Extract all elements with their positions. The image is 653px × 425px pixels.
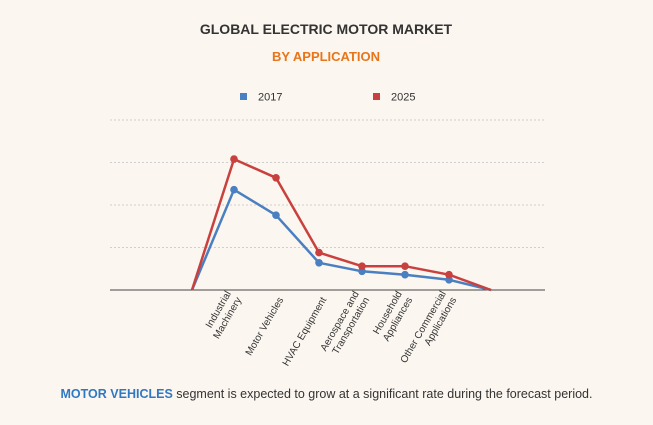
legend-label-2025: 2025: [391, 92, 415, 104]
point-2025-5: [401, 262, 409, 271]
tick-label-2: Motor Vehicles: [244, 296, 286, 358]
point-2025-3: [315, 248, 323, 257]
legend-swatch-2025: [373, 93, 380, 100]
tick-label-1: IndustrialMachinery: [201, 290, 244, 341]
legend-swatch-2017: [240, 93, 247, 100]
chart-title: GLOBAL ELECTRIC MOTOR MARKET: [200, 21, 453, 37]
footer-caption: MOTOR VEHICLES segment is expected to gr…: [0, 387, 653, 401]
point-2025-2: [272, 174, 280, 182]
point-2017-3: [315, 259, 323, 267]
legend-label-2017: 2017: [258, 92, 282, 104]
point-2025-6: [445, 270, 453, 279]
point-2025-4: [358, 262, 366, 271]
footer-highlight: MOTOR VEHICLES: [60, 387, 173, 401]
point-2017-2: [272, 211, 280, 219]
footer-text: segment is expected to grow at a signifi…: [172, 387, 593, 401]
point-2017-5: [401, 270, 409, 279]
tick-label-5: HouseholdAppliances: [371, 290, 415, 344]
series-line-2025: [190, 157, 492, 292]
series-line-2017: [190, 188, 492, 292]
chart-subtitle: BY APPLICATION: [272, 49, 380, 64]
tick-label-line: Motor Vehicles: [244, 296, 286, 358]
tick-label-line: HVAC Equipment: [281, 295, 329, 368]
point-2025-1: [230, 155, 238, 163]
point-2017-1: [230, 185, 238, 194]
tick-label-3: HVAC Equipment: [281, 295, 329, 368]
